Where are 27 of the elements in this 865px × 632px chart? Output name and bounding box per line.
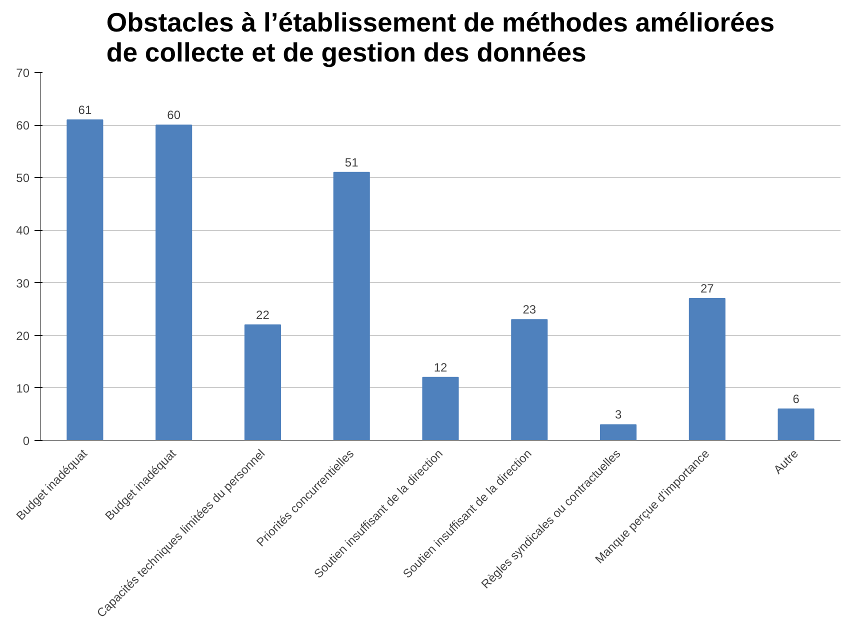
y-tick-label: 20	[16, 328, 30, 343]
y-tick-label: 10	[16, 381, 30, 396]
data-label: 22	[256, 308, 270, 322]
y-tick-label: 50	[16, 171, 30, 186]
bar	[511, 319, 548, 440]
bar	[600, 424, 637, 440]
data-label: 27	[700, 282, 714, 296]
data-label: 12	[434, 360, 448, 374]
y-tick-label: 60	[16, 118, 30, 133]
y-tick-label: 40	[16, 224, 30, 238]
bar	[688, 298, 726, 440]
bar	[422, 376, 459, 440]
data-label: 3	[614, 408, 622, 422]
bar	[156, 124, 192, 440]
bar	[333, 172, 370, 440]
bar	[66, 119, 104, 440]
y-tick-label: 30	[16, 276, 30, 290]
data-label: 23	[522, 302, 536, 317]
data-label: 6	[792, 392, 800, 406]
y-tick-label: 70	[16, 66, 30, 80]
chart-title: Obstacles à l’établissement de méthodes améliorées de collecte et de gestion des données	[106, 8, 775, 68]
data-label: 51	[344, 155, 359, 170]
data-label: 61	[78, 102, 92, 117]
y-tick-label: 0	[22, 434, 30, 448]
bar	[244, 324, 281, 440]
bar	[778, 408, 814, 440]
data-label: 60	[167, 108, 181, 122]
